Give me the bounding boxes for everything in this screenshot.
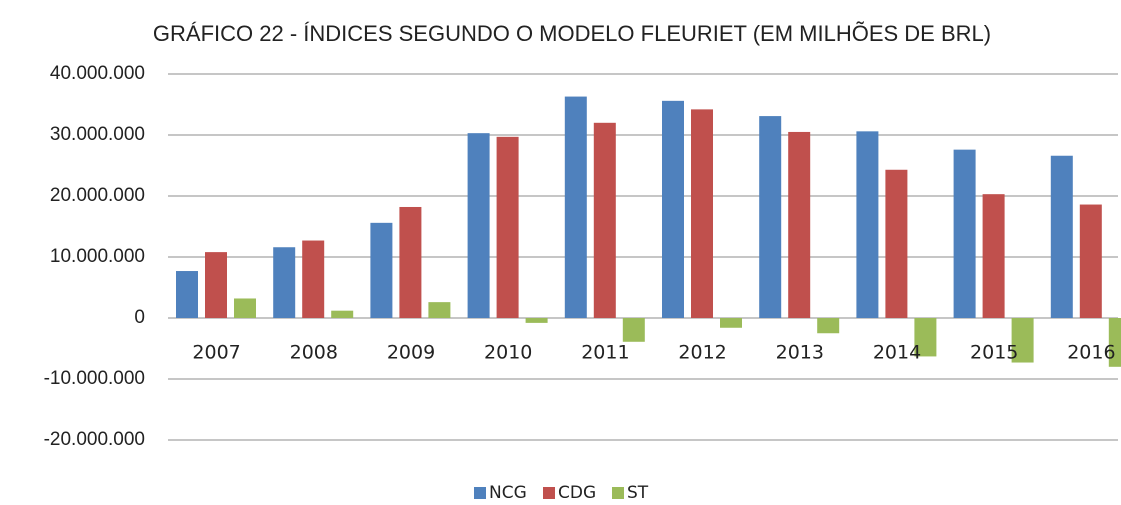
bar [496, 136, 519, 318]
x-tick-label: 2012 [678, 342, 726, 364]
legend-label: ST [627, 483, 649, 503]
bar [759, 116, 782, 318]
bar [691, 109, 713, 318]
bar [399, 206, 422, 318]
x-tick-label: 2011 [581, 342, 629, 364]
chart-title: GRÁFICO 22 - ÍNDICES SEGUNDO O MODELO FL… [153, 21, 991, 46]
bar [467, 133, 490, 318]
legend-swatch [612, 487, 624, 499]
legend-label: NCG [489, 483, 527, 503]
legend-swatch [474, 487, 486, 499]
bar [1079, 204, 1102, 318]
bar [593, 122, 616, 318]
bar [885, 169, 908, 318]
x-tick-label: 2007 [192, 342, 240, 364]
y-tick-label: 40.000.000 [50, 63, 145, 84]
legend-label: CDG [558, 483, 596, 503]
bar [176, 271, 198, 318]
bar [982, 194, 1005, 318]
bar [1011, 318, 1034, 363]
x-tick-label: 2008 [290, 342, 338, 364]
bar [234, 298, 256, 318]
y-tick-label: 20.000.000 [50, 185, 145, 206]
x-tick-label: 2015 [970, 342, 1018, 364]
bar [662, 100, 684, 318]
bar [302, 240, 325, 318]
x-tick-label: 2013 [776, 342, 824, 364]
bar [720, 318, 742, 328]
bar [953, 149, 976, 318]
bar [525, 318, 548, 323]
bar [914, 318, 937, 357]
bar [564, 96, 587, 318]
bar [205, 252, 227, 318]
bar [370, 222, 393, 318]
y-tick-label: 30.000.000 [50, 124, 145, 145]
bar [1108, 318, 1121, 367]
y-tick-label: -10.000.000 [44, 368, 145, 389]
x-tick-label: 2014 [873, 342, 921, 364]
bar [817, 318, 840, 334]
bar [1050, 155, 1073, 318]
x-tick-label: 2010 [484, 342, 532, 364]
x-tick-label: 2016 [1067, 342, 1115, 364]
bar [622, 318, 645, 342]
y-tick-label: -20.000.000 [44, 429, 145, 450]
bar [273, 247, 296, 318]
bar [331, 310, 354, 318]
bar [428, 302, 451, 318]
x-tick-label: 2009 [387, 342, 435, 364]
y-tick-label: 0 [134, 307, 145, 328]
bar [856, 131, 879, 318]
y-tick-label: 10.000.000 [50, 246, 145, 267]
bar [788, 131, 811, 318]
legend-swatch [543, 487, 555, 499]
